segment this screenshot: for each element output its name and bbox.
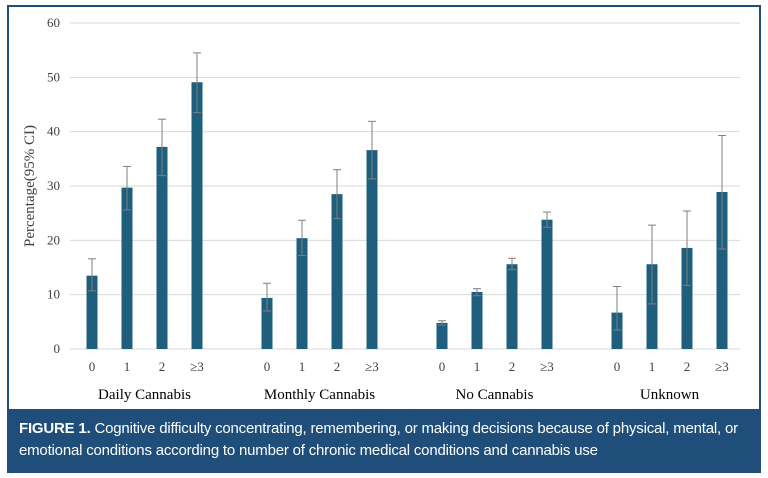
x-tick-label: 2	[159, 359, 166, 374]
x-tick-label: ≥3	[365, 359, 379, 374]
group-label: Daily Cannabis	[98, 387, 191, 403]
y-tick-label: 20	[47, 232, 60, 247]
y-axis-label: Percentage(95% CI)	[22, 125, 38, 247]
x-tick-label: 2	[684, 359, 691, 374]
bar	[156, 146, 168, 349]
y-tick-label: 40	[47, 124, 60, 139]
caption-text: Cognitive difficulty concentrating, reme…	[19, 420, 738, 459]
y-tick-label: 30	[47, 178, 60, 193]
bar	[191, 82, 203, 350]
caption-label: FIGURE 1.	[19, 420, 91, 437]
bar	[121, 187, 133, 349]
bars	[86, 82, 728, 350]
group-label: Monthly Cannabis	[264, 387, 375, 403]
x-tick-label: 2	[509, 359, 516, 374]
bar	[506, 264, 518, 349]
bar	[261, 297, 273, 349]
group-label: No Cannabis	[456, 387, 534, 403]
y-tick-label: 50	[47, 69, 60, 84]
bar	[681, 247, 693, 349]
figure-caption: FIGURE 1. Cognitive difficulty concentra…	[7, 409, 761, 473]
bar	[331, 194, 343, 349]
bar	[366, 150, 378, 349]
bar	[646, 264, 658, 349]
x-tick-label: 1	[474, 359, 481, 374]
gridlines	[70, 22, 740, 350]
x-tick-label: ≥3	[715, 359, 729, 374]
x-tick-label: 0	[614, 359, 621, 374]
y-tick-label: 10	[47, 287, 60, 302]
y-tick-label: 60	[47, 15, 60, 30]
bar	[471, 291, 483, 349]
bar	[611, 312, 623, 349]
x-tick-label: 1	[649, 359, 656, 374]
group-label: Unknown	[640, 387, 700, 403]
x-tick-label: 0	[439, 359, 446, 374]
figure-frame	[7, 5, 761, 473]
x-tick-label: 2	[334, 359, 341, 374]
bar	[296, 238, 308, 349]
bar	[541, 219, 553, 349]
y-axis-ticks: 0 10 20 30 40 50 60	[47, 15, 60, 356]
bar	[716, 191, 728, 349]
x-tick-label: 0	[89, 359, 96, 374]
x-tick-label: ≥3	[540, 359, 554, 374]
bar	[86, 275, 98, 349]
error-bars	[88, 52, 726, 331]
y-tick-label: 0	[54, 341, 61, 356]
x-tick-label: ≥3	[190, 359, 204, 374]
bar	[436, 322, 448, 349]
x-tick-label: 0	[264, 359, 271, 374]
x-tick-label: 1	[124, 359, 131, 374]
x-tick-label: 1	[299, 359, 306, 374]
